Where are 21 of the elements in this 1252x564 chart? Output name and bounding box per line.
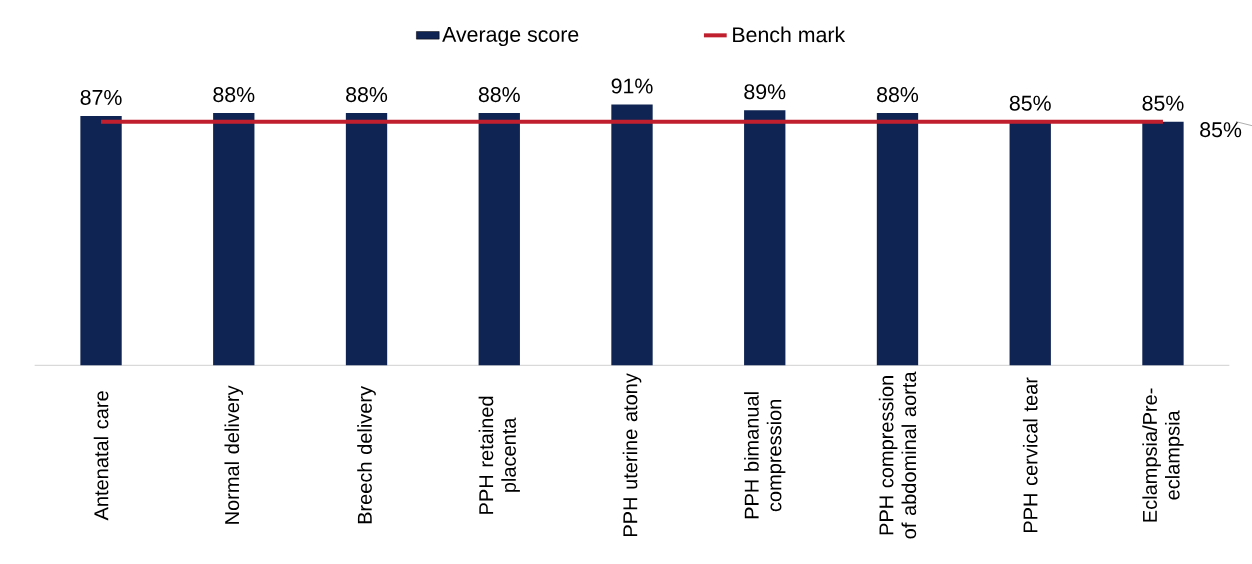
data-label: 91% <box>611 78 653 94</box>
x-tick-label: PPH cervical tear <box>1022 377 1038 533</box>
x-tick-label: Breech delivery <box>357 385 376 524</box>
x-tick-label: Eclampsia/Pre-eclampsia <box>1142 388 1184 522</box>
legend-label: Average score <box>442 27 579 47</box>
x-tick-label: PPH retained placenta <box>478 396 520 514</box>
data-label: 85% <box>1009 95 1051 111</box>
data-label: 88% <box>213 87 255 103</box>
x-tick-label: PPH bimanual compression <box>744 392 786 519</box>
data-label: 85% <box>1200 122 1242 138</box>
data-label: 88% <box>877 87 919 103</box>
x-tick-label: PPH uterine atony <box>622 373 642 537</box>
x-tick-label: Normal delivery <box>224 385 244 524</box>
data-label: 88% <box>346 87 388 103</box>
x-tick-label: PPH compression of abdominal aorta <box>878 371 917 539</box>
legend-label: Bench mark <box>733 26 846 43</box>
data-label: 85% <box>1142 95 1184 111</box>
x-tick-label: Antenatal care <box>93 391 109 521</box>
data-label: 88% <box>478 87 520 103</box>
data-label: 87% <box>80 89 122 105</box>
data-label: 89% <box>744 84 786 100</box>
